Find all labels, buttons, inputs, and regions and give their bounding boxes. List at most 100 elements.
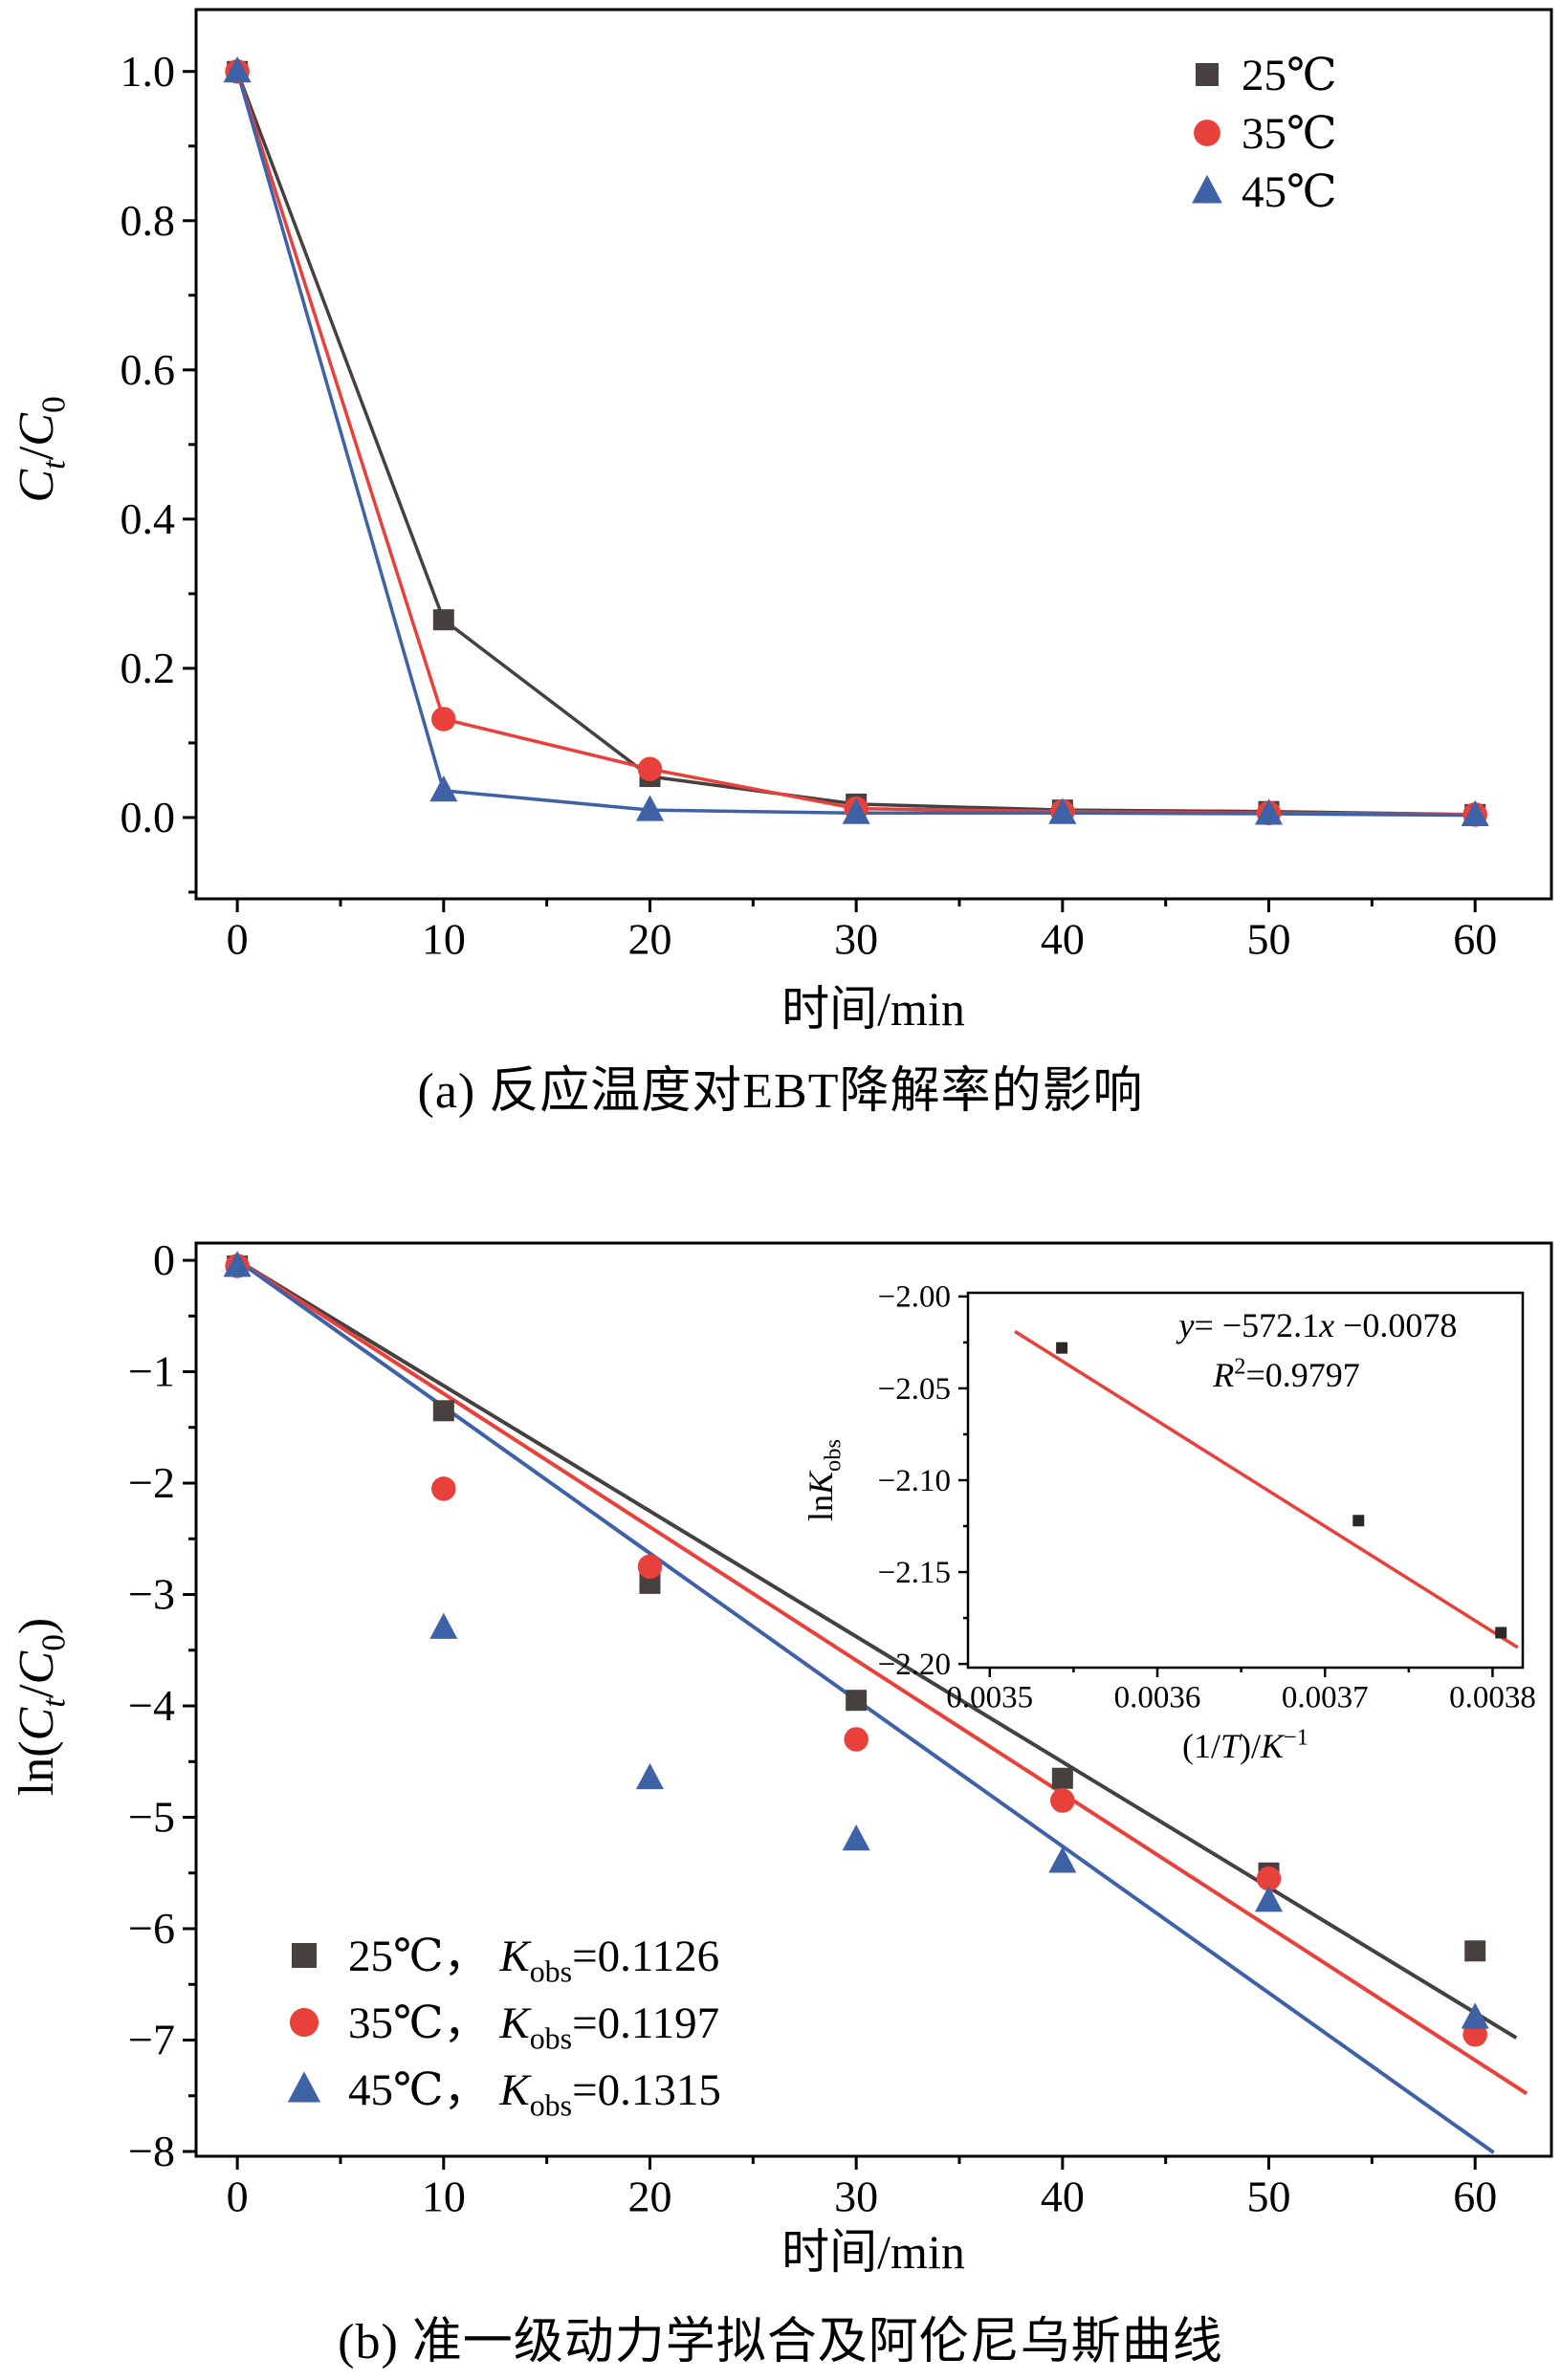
- x-tick-label: 0.0036: [1114, 1680, 1201, 1714]
- y-tick-label: 0.6: [121, 345, 176, 394]
- point-45℃: [842, 1823, 870, 1851]
- panel-b-data: [223, 1251, 1528, 2154]
- point-25℃: [432, 1400, 454, 1422]
- panel-b-chart: 0 10 20 30 40 50 60 0 −1 −2 −3 −4 −5 −6 −7 −8 25℃， Kobs=…: [10, 1235, 1553, 2279]
- x-tick-label: 0.0038: [1449, 1680, 1536, 1714]
- point-25℃: [1464, 1940, 1486, 1962]
- legend-label-kobs: 45℃， Kobs=0.1315: [348, 2065, 721, 2122]
- y-tick-label: −2.10: [878, 1464, 951, 1498]
- x-tick-label: 0: [227, 2173, 249, 2221]
- x-tick-label: 30: [834, 915, 878, 964]
- y-tick-label: 1.0: [121, 47, 176, 96]
- point-45℃: [1255, 798, 1284, 825]
- panel-a-caption: (a) 反应温度对EBT降解率的影响: [417, 1064, 1144, 1119]
- fit-line-35℃: [236, 1258, 1528, 2096]
- point-35℃: [1050, 1788, 1075, 1813]
- panel_a-axes: 0 10 20 30 40 50 60 0.0 0.2 0.4 0.6 0.8 1.0: [121, 8, 1553, 964]
- point-45℃: [635, 1762, 665, 1790]
- legend-marker-25℃: [1196, 63, 1219, 86]
- point-35℃: [844, 1727, 868, 1752]
- panel-b-ylabel: ln(Ct/C0): [10, 1618, 72, 1796]
- point-35℃: [431, 1476, 456, 1501]
- x-tick-label: 60: [1453, 915, 1497, 964]
- panel-b-xlabel: 时间/min: [781, 2225, 965, 2279]
- legend-label-kobs: 25℃， Kobs=0.1126: [348, 1932, 719, 1988]
- point-45℃: [1461, 2002, 1489, 2029]
- legend-label-kobs: 35℃， Kobs=0.1197: [348, 1998, 719, 2055]
- panel-a-xlabel: 时间/min: [781, 982, 965, 1036]
- point-45℃: [429, 775, 458, 802]
- point-35℃: [1256, 1866, 1282, 1891]
- panel-b-legend: 25℃， Kobs=0.1126 35℃， Kobs=0.1197 45℃， Kob…: [287, 1932, 721, 2122]
- legend-marker-45℃: [287, 2071, 321, 2103]
- point-35℃: [637, 756, 663, 782]
- y-tick-label: −3: [128, 1570, 175, 1619]
- inset-r-squared: R2=0.9797: [1212, 1353, 1360, 1394]
- point-45℃: [1255, 1886, 1284, 1912]
- legend-label: 25℃: [1242, 51, 1337, 100]
- y-tick-label: 0: [153, 1235, 175, 1284]
- y-tick-label: −2.20: [878, 1648, 951, 1682]
- y-tick-label: −8: [128, 2127, 175, 2175]
- inset-fit-line: [1014, 1329, 1519, 1649]
- x-tick-label: 50: [1247, 2173, 1291, 2221]
- inset-point: [1352, 1515, 1365, 1527]
- inset-xlabel: (1/T)/K−1: [1182, 1724, 1308, 1765]
- inset-point: [1056, 1342, 1068, 1354]
- x-tick-label: 60: [1453, 2173, 1497, 2221]
- y-tick-label: −1: [128, 1347, 175, 1396]
- x-tick-label: 30: [834, 2173, 878, 2221]
- panel-a-ylabel: Ct/C0: [10, 396, 72, 502]
- point-45℃: [223, 1251, 252, 1277]
- y-tick-label: 0.8: [121, 196, 176, 245]
- inset-point: [1495, 1627, 1507, 1639]
- x-tick-label: 0.0037: [1282, 1680, 1369, 1714]
- x-tick-label: 0: [227, 915, 249, 964]
- fit-line-25℃: [236, 1258, 1518, 2040]
- point-45℃: [1461, 799, 1489, 827]
- y-tick-label: −2.00: [878, 1280, 951, 1315]
- legend-label: 35℃: [1242, 109, 1337, 159]
- point-45℃: [1048, 1846, 1077, 1873]
- y-tick-label: −6: [128, 1904, 175, 1953]
- point-35℃: [637, 1554, 663, 1580]
- y-tick-label: −2.05: [878, 1372, 951, 1407]
- legend-marker-25℃: [292, 1943, 317, 1968]
- legend-marker-35℃: [1194, 120, 1220, 146]
- y-tick-label: −2.15: [878, 1556, 951, 1590]
- y-tick-label: −4: [128, 1681, 175, 1730]
- y-tick-label: −7: [128, 2016, 175, 2064]
- legend-marker-35℃: [289, 2007, 319, 2038]
- x-tick-label: 20: [627, 2173, 671, 2221]
- y-tick-label: 0.0: [121, 793, 176, 841]
- x-tick-label: 0.0035: [946, 1680, 1033, 1714]
- point-25℃: [639, 1572, 661, 1594]
- point-25℃: [432, 609, 454, 631]
- panel-a-chart: 0 10 20 30 40 50 60 0.0 0.2 0.4 0.6 0.8 1.0 25℃ 35℃ 45℃…: [10, 8, 1553, 1036]
- point-45℃: [223, 55, 252, 83]
- legend-label: 45℃: [1242, 167, 1337, 217]
- y-tick-label: 0.4: [121, 494, 176, 543]
- x-tick-label: 50: [1247, 915, 1291, 964]
- y-tick-label: 0.2: [121, 644, 176, 692]
- point-25℃: [846, 1690, 868, 1712]
- panel-b-caption: (b) 准一级动力学拟合及阿伦尼乌斯曲线: [338, 2315, 1223, 2369]
- inset-equation: y= −572.1x −0.0078: [1176, 1306, 1458, 1344]
- panel-a-legend: 25℃ 35℃ 45℃: [1192, 51, 1337, 217]
- inset-data: y= −572.1x −0.0078 R2=0.9797: [1014, 1306, 1519, 1649]
- point-45℃: [842, 797, 870, 824]
- y-tick-label: −2: [128, 1458, 175, 1507]
- point-45℃: [635, 795, 665, 821]
- x-tick-label: 20: [627, 915, 671, 964]
- x-tick-label: 10: [422, 915, 466, 964]
- x-tick-label: 40: [1041, 2173, 1085, 2221]
- point-45℃: [429, 1612, 458, 1639]
- inset_arrhenius-axes: 0.0035 0.0036 0.0037 0.0038 −2.00 −2.05 −2.10 −…: [878, 1280, 1536, 1715]
- point-35℃: [431, 707, 456, 731]
- panel-a-data: [223, 55, 1489, 827]
- point-25℃: [1051, 1767, 1073, 1789]
- legend-marker-45℃: [1192, 174, 1222, 204]
- x-tick-label: 40: [1041, 915, 1085, 964]
- inset-ylabel: lnKobs: [802, 1439, 846, 1521]
- point-45℃: [1048, 797, 1077, 824]
